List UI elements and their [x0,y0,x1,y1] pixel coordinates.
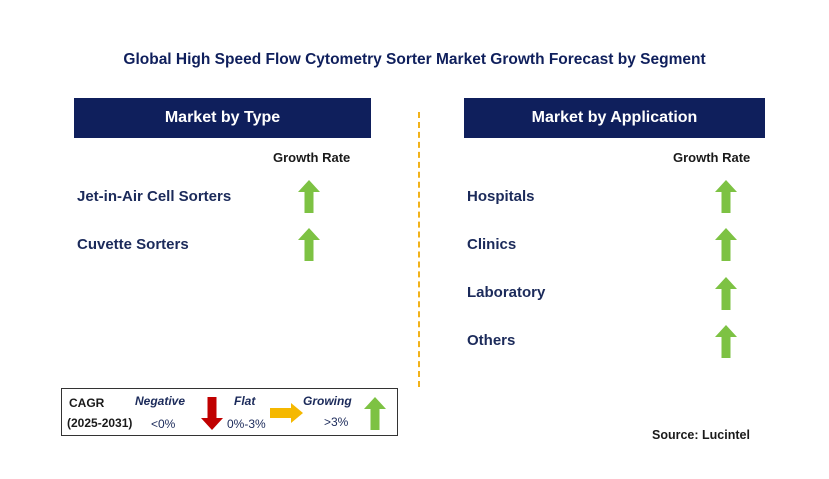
legend-growing-label: Growing [303,394,352,408]
type-growth-rate-label: Growth Rate [273,150,351,165]
growing-arrow-icon [715,277,737,310]
chart-title: Global High Speed Flow Cytometry Sorter … [123,51,706,68]
cagr-legend: CAGR (2025-2031) Negative <0% Flat 0%-3%… [61,388,398,436]
application-row-label: Clinics [467,236,517,253]
growing-arrow-icon [715,325,737,358]
application-growth-rate-label: Growth Rate [673,150,751,165]
market-by-application-header: Market by Application [464,98,765,138]
panel-divider [418,112,420,387]
legend-negative-label: Negative [135,394,186,408]
negative-arrow-icon [201,397,223,430]
type-row-label: Jet-in-Air Cell Sorters [77,188,232,205]
legend-flat-range: 0%-3% [227,417,266,431]
legend-cagr-label: CAGR [69,396,105,410]
type-row-label: Cuvette Sorters [77,236,189,253]
growing-arrow-icon [298,180,320,213]
legend-growing-range: >3% [324,415,349,429]
growing-arrow-icon [364,397,386,430]
legend-period: (2025-2031) [67,416,133,430]
legend-negative-range: <0% [151,417,176,431]
growing-arrow-icon [715,228,737,261]
growing-arrow-icon [298,228,320,261]
application-row-label: Hospitals [467,188,535,205]
growing-arrow-icon [715,180,737,213]
application-row-label: Others [467,332,516,349]
application-row-label: Laboratory [467,284,546,301]
legend-flat-label: Flat [234,394,256,408]
source-note: Source: Lucintel [652,428,750,442]
market-by-type-header: Market by Type [74,98,371,138]
flat-arrow-icon [270,403,303,423]
